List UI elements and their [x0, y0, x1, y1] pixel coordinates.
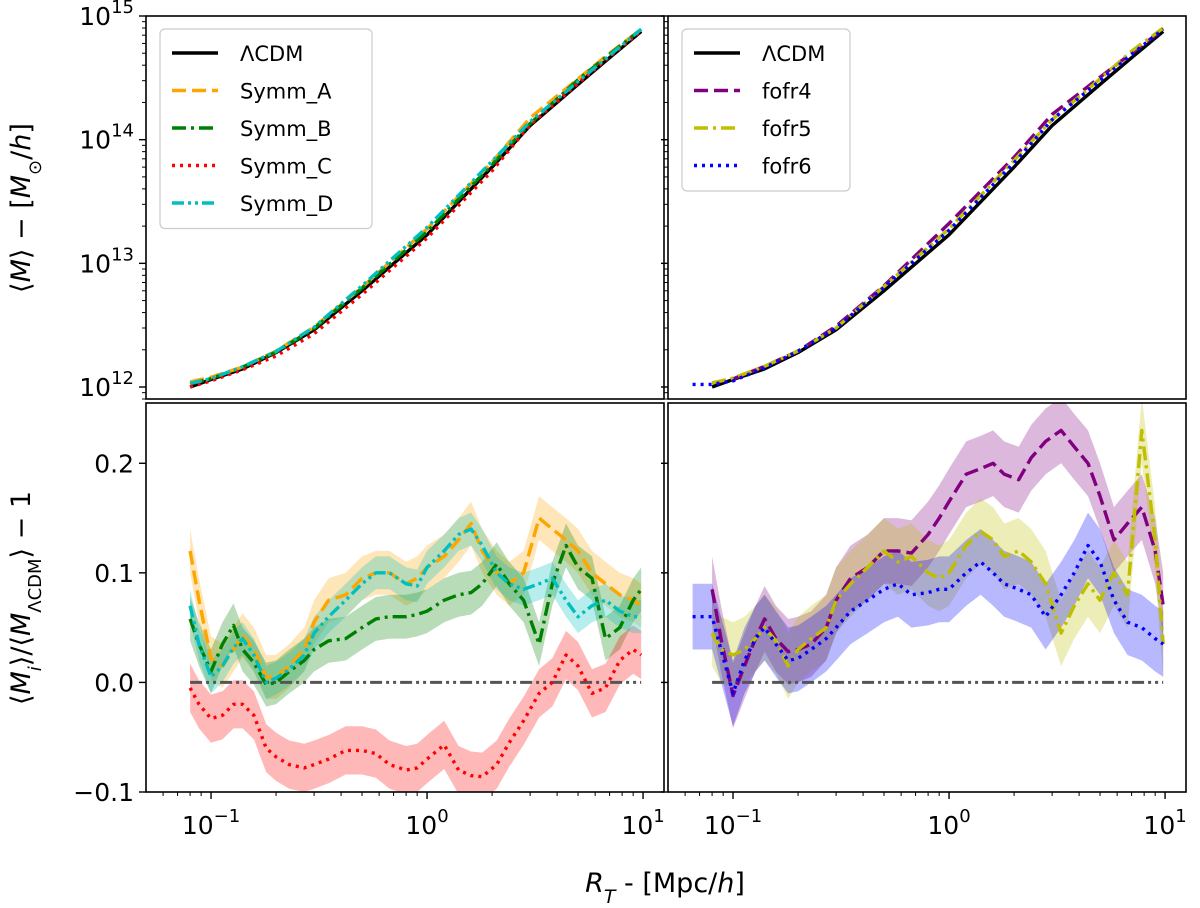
series-fofr5 — [710, 428, 1165, 668]
frame-bottom-left — [145, 402, 665, 793]
series-fofr6 — [692, 543, 1165, 696]
legend-label: ΛCDM — [240, 42, 303, 66]
series-symm-d — [188, 527, 642, 685]
panel-bottom-left — [188, 496, 643, 792]
panel-top-right — [692, 26, 1165, 389]
x-tick-label: 101 — [1143, 806, 1186, 840]
band-symm-c — [190, 625, 642, 792]
legend-label: Symm_B — [240, 117, 332, 142]
band-fofr5 — [712, 403, 1164, 699]
ticks-layer: 1012 1013 1014 1015 −0.1 0.0 0.1 0.2 10−1 100 101 1… — [73, 0, 1186, 840]
series-fofr4 — [710, 428, 1165, 698]
x-axis-label: RT - [Mpc/h] — [585, 868, 745, 908]
y-tick-label: −0.1 — [73, 778, 134, 807]
x-tick-label: 100 — [405, 806, 448, 840]
series-symm-b — [188, 543, 643, 687]
series-fofr6 — [692, 27, 1165, 387]
y-tick-label: 1013 — [79, 244, 134, 278]
top-y-axis-label: ⟨M⟩ − [M⊙/h] — [6, 123, 46, 293]
legend-label: fofr6 — [762, 155, 812, 179]
frame-top-right — [667, 15, 1187, 400]
y-tick-label: 0.2 — [94, 449, 134, 478]
y-tick-label: 1012 — [79, 368, 134, 402]
y-tick-label: 1015 — [79, 0, 134, 31]
legend-box — [159, 28, 373, 230]
y-tick-label: 0.0 — [94, 668, 134, 697]
series-symm-a — [188, 516, 643, 679]
band-symm-a — [190, 496, 642, 699]
legend-box — [681, 28, 851, 192]
legend-layer: ΛCDM Symm_A Symm_B Symm_C Symm_D ΛCDM fofr4 fof… — [159, 28, 851, 230]
legend-label: ΛCDM — [762, 42, 825, 66]
panel-top-left — [189, 27, 643, 389]
series-symm-c — [189, 29, 643, 389]
legend-label: fofr5 — [762, 117, 812, 141]
series-symm-d — [189, 27, 643, 386]
frame-top-left — [145, 15, 665, 400]
y-tick-label: 0.1 — [94, 559, 134, 588]
band-symm-d — [190, 512, 642, 699]
frame-bottom-right — [667, 402, 1187, 793]
x-tick-label: 10−1 — [704, 806, 762, 840]
x-tick-label: 101 — [621, 806, 664, 840]
series--cdm — [711, 30, 1165, 389]
x-tick-label: 100 — [927, 806, 970, 840]
legend-label: Symm_D — [240, 192, 333, 217]
series-fofr5 — [711, 26, 1165, 385]
band-fofr6 — [692, 512, 1164, 727]
x-tick-label: 10−1 — [182, 806, 240, 840]
panel-bottom-right — [692, 403, 1165, 729]
bottom-y-axis-label: ⟨Mi⟩/⟨MΛCDM⟩ − 1 — [6, 491, 46, 705]
y-tick-label: 1014 — [79, 121, 134, 155]
legend-label: Symm_C — [240, 155, 332, 180]
legend-label: Symm_A — [240, 80, 332, 105]
band-fofr4 — [712, 403, 1164, 729]
legend-label: fofr4 — [762, 80, 812, 104]
